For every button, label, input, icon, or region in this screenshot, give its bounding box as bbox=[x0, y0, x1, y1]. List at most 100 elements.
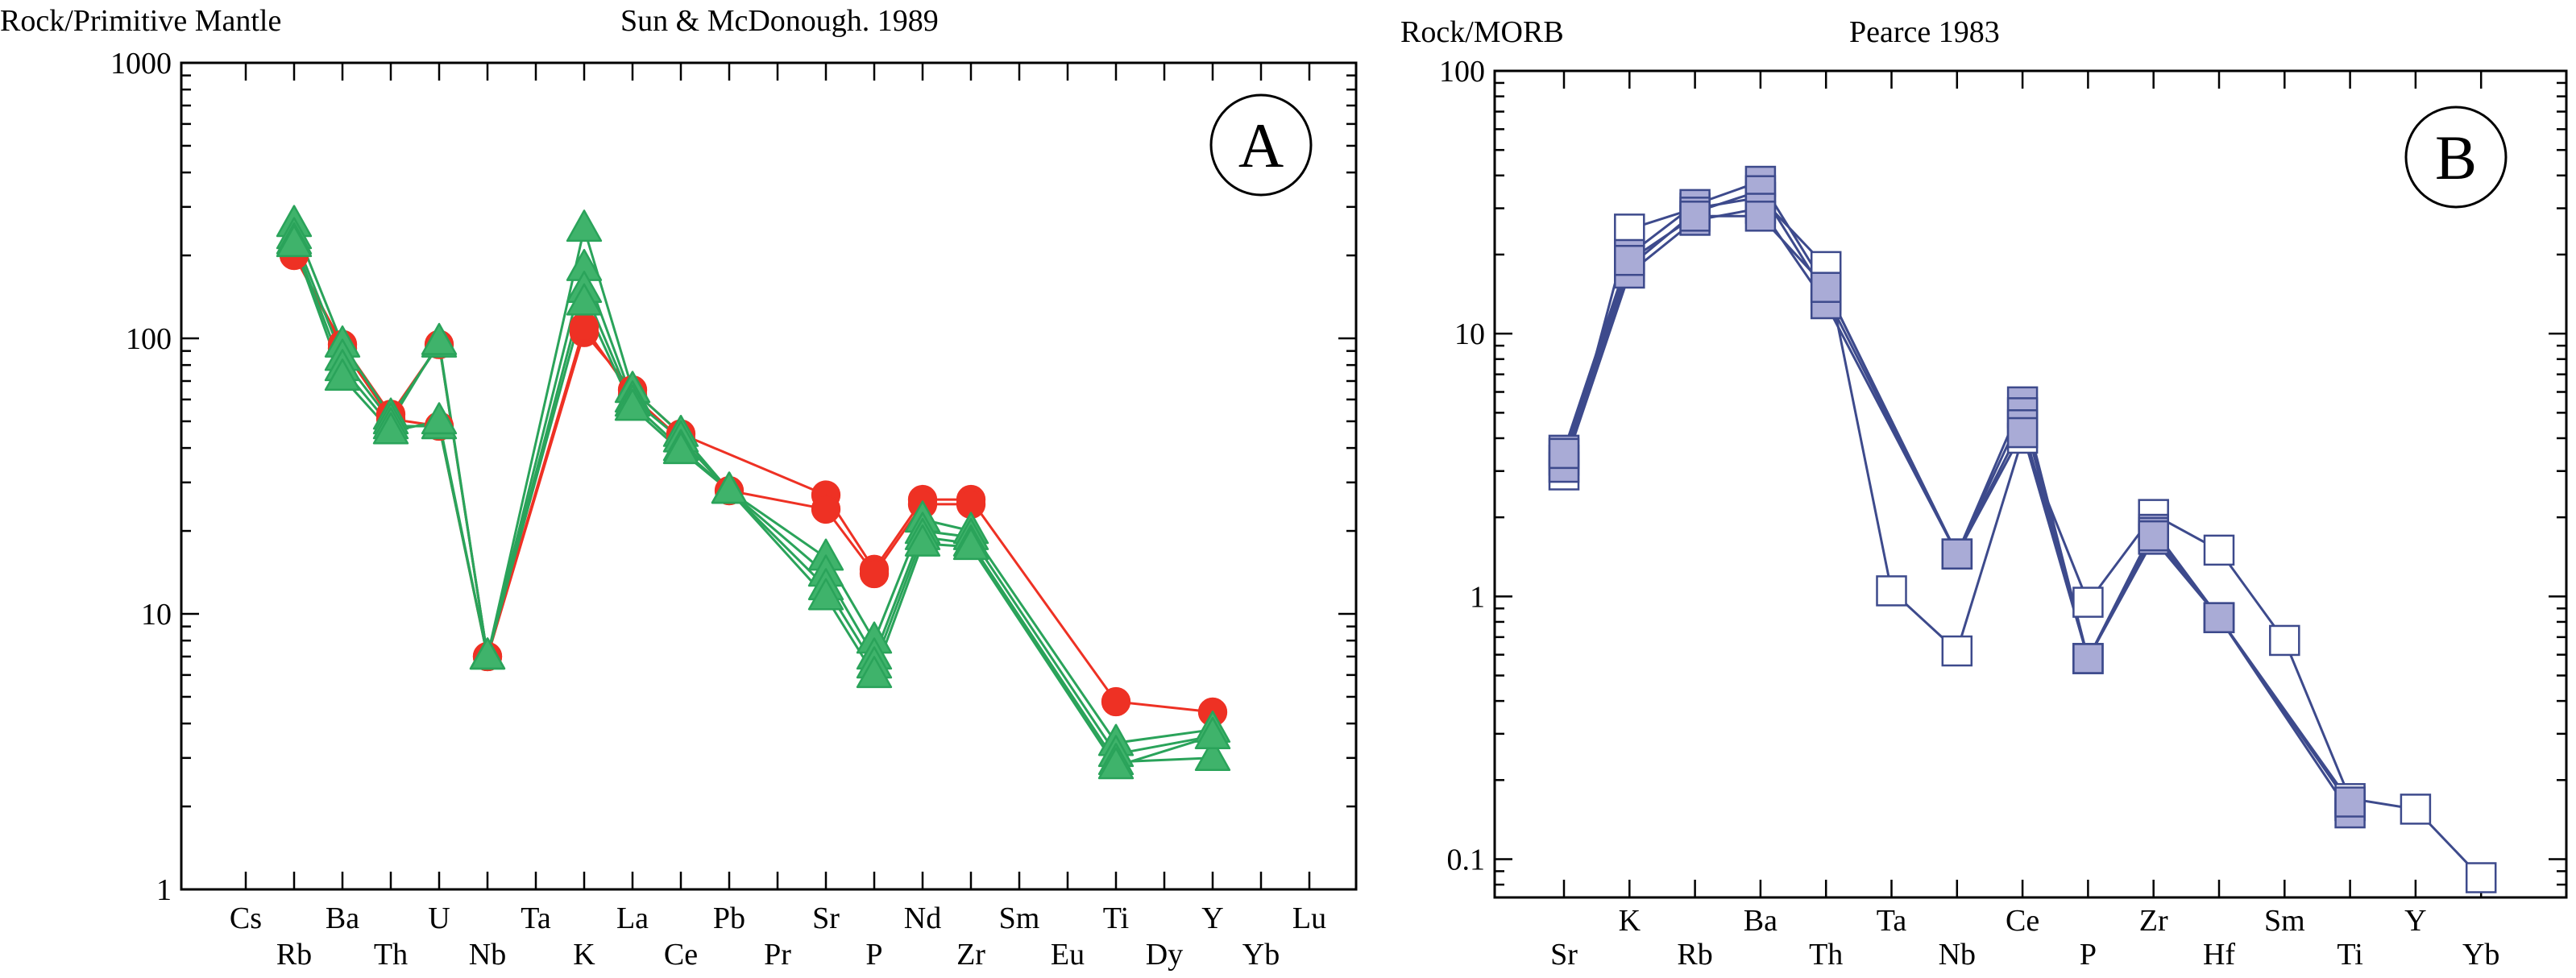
panel-a-x-tick-label-la: La bbox=[616, 901, 649, 935]
panel-b-point-k bbox=[1614, 244, 1645, 276]
panel-b-point-nb bbox=[1941, 538, 1973, 570]
panel-a-badge-label: A bbox=[1238, 110, 1284, 180]
panel-a-x-tick-label-k: K bbox=[573, 938, 595, 972]
panel-b-series-3-markers bbox=[1548, 175, 2366, 822]
panel-b-series-5-markers bbox=[1548, 201, 2366, 818]
panel-a-series-6-markers bbox=[276, 225, 1231, 780]
panel-a-ylabel: Rock/Primitive Mantle bbox=[0, 4, 281, 38]
panel-a-series-3 bbox=[292, 223, 1213, 744]
panel-b-title: Pearce 1983 bbox=[1849, 15, 2000, 49]
panel-b-badge-label: B bbox=[2435, 122, 2477, 193]
panel-a-y-tick-label: 1 bbox=[156, 873, 172, 907]
panel-b-point-sm bbox=[2269, 624, 2300, 657]
panel-b-point-ba bbox=[1744, 201, 1777, 232]
panel-b-point-k bbox=[1614, 213, 1645, 245]
panel-a-series-5-markers bbox=[276, 222, 1231, 776]
panel-a-point-ti bbox=[1097, 747, 1135, 780]
panel-a-series-4-markers bbox=[276, 217, 1231, 768]
panel-b-x-tick-label-yb: Yb bbox=[2462, 938, 2499, 972]
panel-a-point-nd bbox=[904, 524, 941, 557]
panel-b-series-4-markers bbox=[1548, 193, 2366, 829]
panel-b-point-ti bbox=[2334, 786, 2366, 818]
panel-a-point-u bbox=[421, 402, 458, 435]
panel-b-point-hf bbox=[2203, 602, 2235, 633]
panel-b-x-tick-label-zr: Zr bbox=[2139, 904, 2168, 938]
panel-a-series-line bbox=[292, 223, 1213, 744]
panel-a-x-tick-label-pb: Pb bbox=[713, 901, 745, 935]
panel-a-x-tick-label-nd: Nd bbox=[904, 901, 941, 935]
panel-a-series-line bbox=[292, 255, 1213, 714]
panel-b-series-line bbox=[1562, 180, 2351, 806]
panel-a-series-1-markers bbox=[279, 240, 1228, 727]
panel-a-series-6 bbox=[292, 243, 1213, 768]
panel-b-point-rb bbox=[1679, 201, 1711, 232]
panel-a-x-tick-label-ce: Ce bbox=[664, 938, 698, 972]
panel-b-x-tick-label-hf: Hf bbox=[2203, 938, 2235, 972]
panel-b-x-tick-label-ce: Ce bbox=[2006, 904, 2039, 938]
panel-b-x-tick-label-p: P bbox=[2080, 938, 2097, 972]
panel-a-point-rb bbox=[276, 225, 313, 258]
panel-b-series-1-markers bbox=[1548, 181, 2497, 893]
panel-a-x-tick-label-cs: Cs bbox=[230, 901, 262, 935]
panel-b-point-yb bbox=[2465, 862, 2497, 893]
panel-b-x-tick-label-sr: Sr bbox=[1550, 938, 1578, 972]
panel-b-series-4 bbox=[1562, 206, 2351, 814]
panel-b-x-tick-label-nb: Nb bbox=[1939, 938, 1976, 972]
panel-a-point-ti bbox=[1101, 686, 1131, 717]
panel-b-tick-labels: 0.1 1 10 100 Sr K Rb Ba Th Ta Nb Ce P Zr Hf Sm Ti Y Yb bbox=[1439, 55, 2499, 972]
panel-b-point-sr bbox=[1548, 437, 1580, 470]
panel-a-point-k bbox=[566, 209, 603, 242]
panel-a-point-ce bbox=[662, 432, 699, 465]
panel-a-x-tick-label-eu: Eu bbox=[1051, 938, 1085, 972]
panel-b-point-p bbox=[2072, 643, 2104, 674]
panel-a-ticks bbox=[181, 61, 1356, 891]
panel-a-point-y bbox=[1194, 717, 1231, 749]
panel-a-point-p bbox=[859, 558, 890, 589]
panel-b-point-ce bbox=[2006, 416, 2039, 449]
panel-b-y-tick-label: 100 bbox=[1439, 55, 1485, 89]
panel-b-x-tick-label-k: K bbox=[1619, 904, 1641, 938]
panel-a-point-la bbox=[614, 388, 651, 421]
panel-a-x-tick-label-pr: Pr bbox=[764, 938, 791, 972]
panel-a-point-sr bbox=[807, 578, 844, 611]
panel-b-series-line bbox=[1562, 214, 2351, 803]
panel-a-point-y bbox=[1194, 739, 1231, 772]
panel-a: Rock/Primitive Mantle Sun & McDonough. 1… bbox=[0, 4, 1358, 972]
panel-a-point-nb bbox=[469, 637, 506, 670]
panel-b-ylabel: Rock/MORB bbox=[1400, 15, 1564, 49]
panel-a-point-k bbox=[569, 312, 599, 342]
panel-a-series-line bbox=[292, 251, 971, 657]
panel-a-x-tick-label-th: Th bbox=[374, 938, 408, 972]
panel-a-x-tick-label-nb: Nb bbox=[469, 938, 506, 972]
panel-b-x-tick-label-ta: Ta bbox=[1877, 904, 1907, 938]
panel-a-series-3-markers bbox=[276, 205, 1231, 756]
panel-a-point-k bbox=[566, 283, 603, 316]
panel-b-point-th bbox=[1810, 271, 1842, 303]
panel-b-point-y bbox=[2400, 794, 2432, 825]
panel-b-series bbox=[1548, 165, 2497, 893]
panel-b-series-2 bbox=[1562, 180, 2351, 806]
panel-a-point-u bbox=[421, 322, 458, 355]
panel-a-x-tick-label-u: U bbox=[428, 901, 450, 935]
panel-b-series-1 bbox=[1562, 196, 2483, 879]
panel-b-x-tick-label-th: Th bbox=[1809, 938, 1843, 972]
panel-b-x-tick-label-y: Y bbox=[2404, 904, 2426, 938]
panel-a-point-ba bbox=[324, 358, 361, 392]
panel-a-tick-labels: 1 10 100 1000 Cs Rb Ba Th U Nb Ta K La Ce Pb Pr Sr P Nd Zr S… bbox=[110, 47, 1326, 972]
panel-b-ticks bbox=[1495, 69, 2566, 897]
panel-a-series-line bbox=[292, 243, 1213, 768]
panel-a-x-tick-label-yb: Yb bbox=[1242, 938, 1280, 972]
panel-b-series-line bbox=[1562, 206, 2351, 814]
panel-b-badge: B bbox=[2404, 106, 2508, 209]
panel-b-y-tick-label: 0.1 bbox=[1447, 843, 1486, 876]
panel-a-plot-frame bbox=[180, 61, 1358, 891]
panel-b-point-hf bbox=[2203, 534, 2235, 566]
panel-b-x-tick-label-rb: Rb bbox=[1677, 938, 1712, 972]
panel-a-x-tick-label-p: P bbox=[865, 938, 882, 972]
panel-b-series-2-markers bbox=[1548, 165, 2366, 822]
panel-b-y-tick-label: 10 bbox=[1454, 317, 1485, 351]
panel-a-x-tick-label-dy: Dy bbox=[1146, 938, 1183, 972]
panel-a-x-tick-label-ti: Ti bbox=[1103, 901, 1129, 935]
panel-b-point-nb bbox=[1941, 635, 1973, 667]
panel-b-series-line bbox=[1562, 189, 2351, 806]
